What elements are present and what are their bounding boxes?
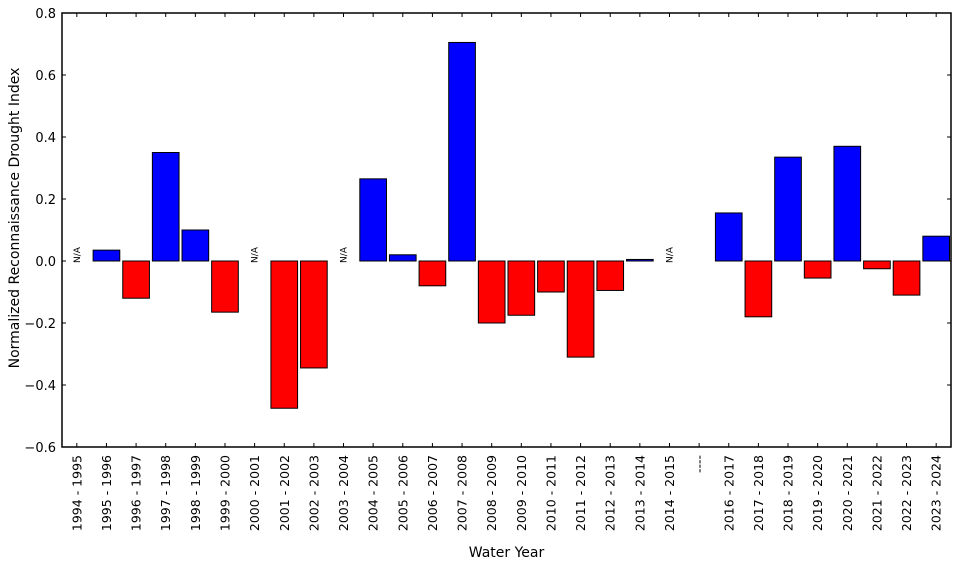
x-tick-label: 2014 - 2015 [662,455,677,531]
bar-2002-2003 [300,260,328,369]
x-tick-label: 2005 - 2006 [395,455,410,531]
x-tick-label: ---- [692,455,707,473]
y-tick-label: 0.4 [35,131,56,146]
x-tick-label: 2001 - 2002 [277,455,292,531]
x-axis-title: Water Year [469,545,545,561]
bar-2017-2018 [744,260,773,318]
x-tick-label: 1994 - 1995 [69,455,84,531]
y-tick-label: 0.2 [35,193,56,208]
x-tick-label: 2003 - 2004 [336,455,351,531]
bar-2008-2009 [477,260,506,324]
bar-2023-2024 [922,235,951,262]
bar-1996-1997 [122,260,150,299]
x-tick-label: 2021 - 2022 [869,455,884,531]
x-tick-label: 2004 - 2005 [366,455,381,531]
x-tick-label: 2002 - 2003 [306,455,321,531]
x-tick-label: 2009 - 2010 [514,455,529,531]
x-tick-label: 1996 - 1997 [129,455,144,531]
bars-group [92,41,951,409]
bar-2022-2023 [892,260,921,296]
bar-2001-2002 [270,260,299,409]
y-tick-label: 0.8 [35,7,56,22]
x-tick-label: 2012 - 2013 [603,455,618,531]
x-tick-label: 2007 - 2008 [455,455,470,531]
bar-1995-1996 [92,249,121,262]
x-tick-label: 2020 - 2021 [840,455,855,531]
bar-2016-2017 [714,212,743,262]
bar-2012-2013 [596,260,625,291]
bar-2006-2007 [418,260,447,287]
y-tick-label: 0.0 [35,255,56,270]
y-tick-label: −0.6 [24,441,56,456]
bar-2020-2021 [833,145,862,262]
bar-1999-2000 [211,260,239,313]
bar-1998-1999 [181,229,210,262]
x-tick-label: 1995 - 1996 [99,455,114,531]
bar-2021-2022 [863,260,891,270]
bar-2013-2014 [626,258,654,262]
x-axis: 1994 - 1995 1995 - 1996 1996 - 1997 1997 - … [69,13,944,531]
x-tick-label: 1998 - 1999 [188,455,203,531]
bar-2019-2020 [803,260,832,279]
bar-2004-2005 [359,178,387,262]
x-tick-label: 1997 - 1998 [158,455,173,531]
na-label: N/A [340,246,350,263]
bar-1997-1998 [151,152,180,262]
x-tick-label: 2000 - 2001 [247,455,262,531]
y-axis-title: Normalized Reconnaissance Drought Index [7,68,23,369]
x-tick-label: 2018 - 2019 [781,455,796,531]
x-tick-label: 2022 - 2023 [899,455,914,531]
bar-2011-2012 [566,260,595,358]
bar-2005-2006 [388,254,417,262]
x-tick-label: 2023 - 2024 [929,455,944,531]
na-label: N/A [665,246,675,263]
y-tick-label: −0.2 [24,317,56,332]
na-labels-group: N/A N/A N/A N/A [73,246,676,263]
y-axis: −0.6 −0.4 −0.2 0.0 0.2 0.4 0.6 0.8 [24,7,951,456]
y-tick-label: −0.4 [24,379,56,394]
bar-2010-2011 [537,260,565,293]
x-tick-label: 2016 - 2017 [721,455,736,531]
x-tick-label: 2008 - 2009 [484,455,499,531]
bar-2007-2008 [448,41,476,262]
y-tick-label: 0.6 [35,69,56,84]
x-tick-label: 2011 - 2012 [573,455,588,531]
x-tick-label: 2017 - 2018 [751,455,766,531]
na-label: N/A [251,246,261,263]
x-tick-label: 2013 - 2014 [632,455,647,531]
na-label: N/A [73,246,83,263]
x-tick-label: 1999 - 2000 [217,455,232,531]
x-tick-label: 2019 - 2020 [810,455,825,531]
bar-2018-2019 [774,156,802,262]
x-tick-label: 2006 - 2007 [425,455,440,531]
x-tick-label: 2010 - 2011 [543,455,558,531]
plot-frame [61,12,952,448]
bar-2009-2010 [507,260,536,316]
